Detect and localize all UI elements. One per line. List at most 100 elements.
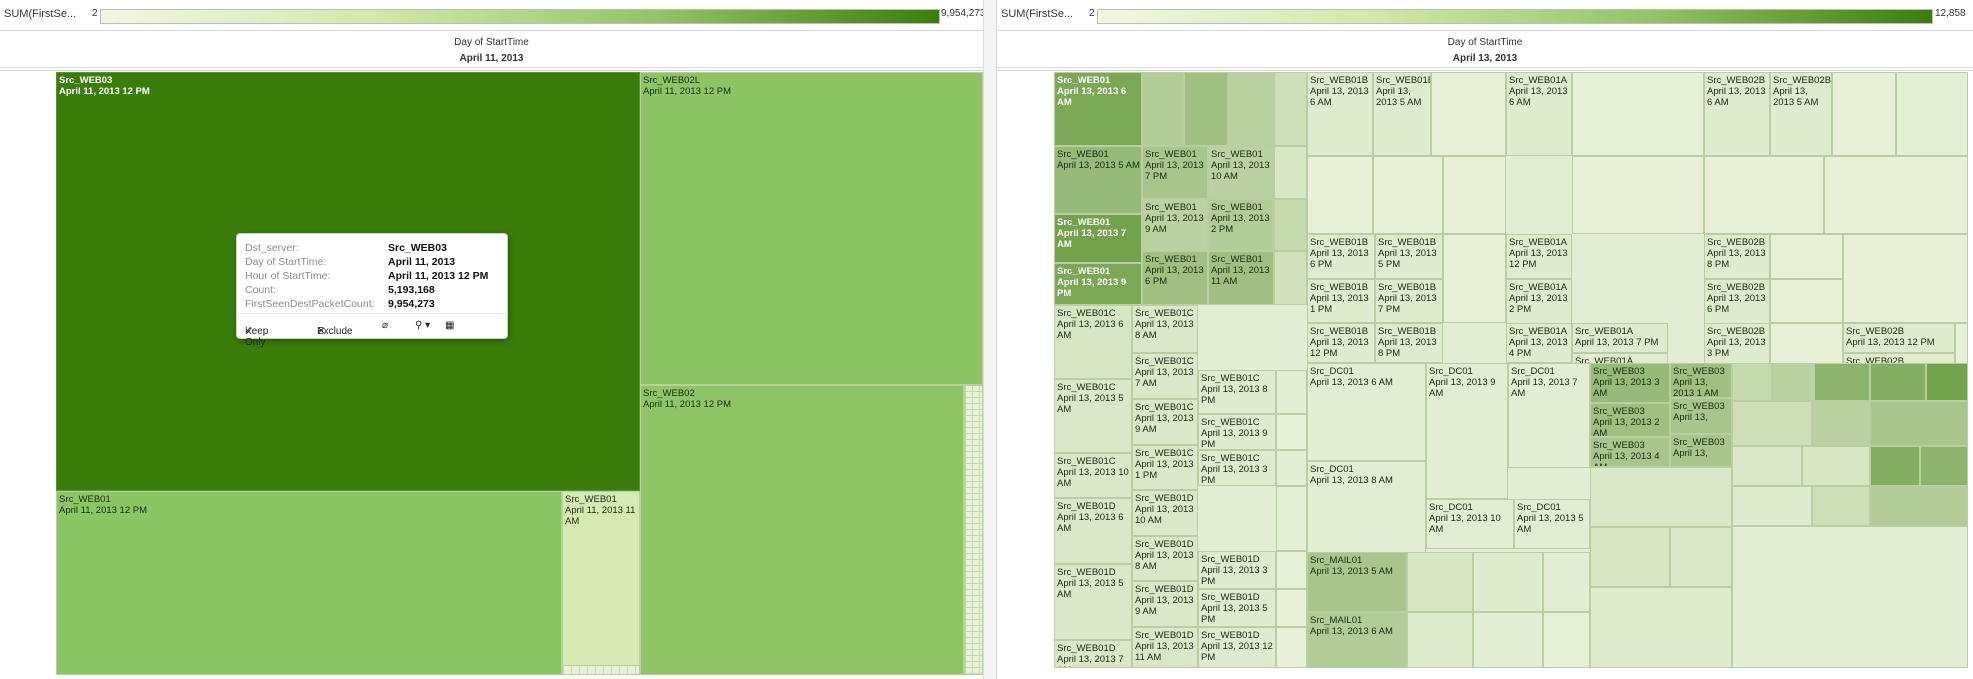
treemap-cell[interactable] <box>1590 587 1732 668</box>
treemap-cell[interactable]: Src_DC01 April 13, 2013 9 AM <box>1426 363 1508 499</box>
treemap-cell[interactable] <box>1926 363 1968 401</box>
treemap-cell[interactable]: Src_WEB01B April 13, 2013 1 PM <box>1307 279 1375 323</box>
treemap-cell[interactable]: Src_WEB01D April 13, 2013 3 PM <box>1198 551 1276 589</box>
treemap-cell[interactable]: Src_WEB01D April 13, 2013 5 AM <box>1054 564 1132 640</box>
treemap-cell[interactable] <box>1276 450 1307 486</box>
treemap-cell[interactable] <box>1276 486 1307 551</box>
paperclip-icon[interactable]: ⌀ <box>382 320 389 331</box>
treemap-cell[interactable] <box>1870 363 1926 401</box>
treemap-cell[interactable] <box>1473 612 1543 668</box>
treemap-cell[interactable]: Src_WEB01B April 13, 2013 6 PM <box>1307 234 1375 279</box>
treemap-cell[interactable] <box>1473 552 1543 612</box>
treemap-cell[interactable] <box>1276 589 1307 627</box>
treemap-cell[interactable] <box>1832 72 1896 156</box>
treemap-cell[interactable]: Src_WEB01D April 13, 2013 11 AM <box>1132 627 1198 668</box>
treemap-cell[interactable]: Src_WEB01B April 13, 2013 8 PM <box>1375 323 1443 363</box>
treemap-cell[interactable] <box>1670 527 1732 587</box>
treemap-cell[interactable] <box>1870 446 1920 486</box>
treemap-cell-web02l-12pm[interactable]: Src_WEB02L April 11, 2013 12 PM <box>640 72 983 385</box>
treemap-cell[interactable]: Src_WEB03 April 13, 2013 1 AM <box>1670 363 1732 398</box>
treemap-cell[interactable] <box>1814 363 1870 401</box>
treemap-cell[interactable]: Src_WEB03 April 13, 2013 4 AM <box>1590 437 1670 467</box>
treemap-cell[interactable] <box>1572 156 1704 234</box>
treemap-cell[interactable] <box>1920 446 1968 486</box>
treemap-cell[interactable] <box>1307 156 1373 234</box>
treemap-cell[interactable] <box>1274 199 1307 251</box>
treemap-cell[interactable]: Src_WEB01 April 13, 2013 2 PM <box>1208 199 1274 251</box>
treemap-cell[interactable]: Src_WEB01 April 13, 2013 11 AM <box>1208 251 1274 305</box>
treemap-cell[interactable] <box>1543 612 1590 668</box>
treemap-cell[interactable]: Src_WEB01A April 13, 2013 12 PM <box>1506 234 1572 279</box>
treemap-cell[interactable]: Src_WEB01D April 13, 2013 5 PM <box>1198 589 1276 627</box>
treemap-cell[interactable]: Src_WEB01B April 13, 2013 7 PM <box>1375 279 1443 323</box>
treemap-cell[interactable]: Src_WEB01 April 13, 2013 9 AM <box>1142 199 1208 251</box>
treemap-cell[interactable]: Src_WEB01C April 13, 2013 8 PM <box>1198 370 1276 414</box>
treemap-cell[interactable] <box>1732 363 1772 401</box>
treemap-cell-web01-12pm[interactable]: Src_WEB01 April 11, 2013 12 PM <box>56 491 562 675</box>
treemap-cell[interactable]: Src_WEB01C April 13, 2013 8 AM <box>1132 305 1198 353</box>
treemap-cell[interactable]: Src_WEB01D April 13, 2013 10 AM <box>1132 490 1198 536</box>
treemap-cell[interactable] <box>1373 156 1443 234</box>
treemap-cell-small-grid[interactable] <box>964 385 983 675</box>
treemap-cell[interactable]: Src_WEB01C April 13, 2013 3 PM <box>1198 450 1276 486</box>
treemap-cell[interactable] <box>1407 552 1473 612</box>
treemap-cell[interactable] <box>1274 251 1307 305</box>
treemap-cell[interactable] <box>1276 551 1307 589</box>
treemap-cell[interactable]: Src_WEB01 April 13, 2013 9 PM <box>1054 263 1142 305</box>
treemap-cell[interactable]: Src_WEB01C April 13, 2013 1 PM <box>1132 445 1198 490</box>
treemap-cell[interactable]: Src_DC01 April 13, 2013 10 AM <box>1426 499 1514 549</box>
treemap-cell[interactable] <box>1590 527 1670 587</box>
view-data-icon[interactable]: ▦ <box>445 320 455 331</box>
treemap-cell[interactable]: Src_WEB01D April 13, 2013 8 AM <box>1132 536 1198 581</box>
treemap-cell[interactable]: Src_WEB01D April 13, 2013 7 AM <box>1054 640 1132 668</box>
treemap-cell[interactable] <box>1443 234 1506 323</box>
treemap-cell[interactable] <box>1812 486 1870 526</box>
treemap-cell[interactable] <box>1274 146 1307 199</box>
treemap-cell[interactable]: Src_WEB01C April 13, 2013 5 AM <box>1054 379 1132 453</box>
treemap-cell[interactable] <box>1896 72 1968 156</box>
treemap-cell[interactable]: Src_WEB03 April 13, 2013 2 AM <box>1590 403 1670 437</box>
treemap-cell[interactable]: Src_WEB01B April 13, 2013 6 AM <box>1307 72 1373 156</box>
treemap-cell[interactable] <box>1407 612 1473 668</box>
treemap-cell[interactable] <box>1812 401 1870 446</box>
treemap-cell[interactable] <box>1276 370 1307 414</box>
treemap-cell[interactable]: Src_WEB01D April 13, 2013 6 AM <box>1054 498 1132 564</box>
treemap-cell[interactable] <box>1704 156 1824 234</box>
treemap-cell[interactable]: Src_WEB01 April 13, 2013 7 AM <box>1054 214 1142 263</box>
treemap-cell[interactable]: Src_WEB03 April 13, <box>1670 398 1732 434</box>
treemap-cell[interactable] <box>1732 526 1968 668</box>
treemap-cell[interactable] <box>1572 72 1704 156</box>
treemap-cell[interactable]: Src_WEB01 April 13, 2013 6 AM <box>1054 72 1142 146</box>
treemap-cell[interactable] <box>1184 72 1228 146</box>
treemap-cell[interactable]: Src_WEB01C April 13, 2013 10 AM <box>1054 453 1132 498</box>
treemap-cell[interactable]: Src_DC01 April 13, 2013 7 AM <box>1508 363 1590 468</box>
treemap-cell[interactable]: Src_WEB01A April 13, 2013 6 AM <box>1506 72 1572 156</box>
treemap-cell[interactable] <box>1732 446 1802 486</box>
treemap-cell[interactable]: Src_MAIL01 April 13, 2013 5 AM <box>1307 552 1407 612</box>
treemap-cell[interactable] <box>1732 486 1812 526</box>
treemap-cell[interactable]: Src_DC01 April 13, 2013 6 AM <box>1307 363 1426 461</box>
treemap-cell-web01-11am[interactable]: Src_WEB01 April 11, 2013 11 AM <box>562 491 640 675</box>
treemap-cell[interactable]: Src_WEB02B April 13, 2013 8 PM <box>1704 234 1770 279</box>
treemap-cell-web02-12pm[interactable]: Src_WEB02 April 11, 2013 12 PM <box>640 385 964 675</box>
group-members-icon[interactable]: ⚲ ▾ <box>415 320 431 331</box>
treemap-cell[interactable]: Src_WEB01B April 13, 2013 5 PM <box>1375 234 1443 279</box>
treemap-cell[interactable] <box>1770 279 1843 323</box>
treemap-cell[interactable] <box>1142 72 1184 146</box>
treemap-cell[interactable]: Src_MAIL01 April 13, 2013 6 AM <box>1307 612 1407 668</box>
treemap-cell[interactable]: Src_WEB01C April 13, 2013 9 PM <box>1198 414 1276 450</box>
treemap-cell[interactable] <box>1276 627 1307 668</box>
treemap-cell[interactable]: Src_WEB01 April 13, 2013 5 AM <box>1054 146 1142 214</box>
treemap-cell[interactable]: Src_WEB01D April 13, 2013 9 AM <box>1132 581 1198 627</box>
treemap-cell[interactable]: Src_WEB02B April 13, 2013 5 AM <box>1770 72 1832 156</box>
treemap-cell[interactable]: Src_DC01 April 13, 2013 5 AM <box>1514 499 1590 549</box>
treemap-cell[interactable] <box>1274 72 1307 146</box>
treemap-cell[interactable] <box>1443 156 1506 234</box>
treemap-cell[interactable]: Src_WEB01 April 13, 2013 6 PM <box>1142 251 1208 305</box>
treemap-cell[interactable]: Src_WEB01B April 13, 2013 5 AM <box>1373 72 1431 156</box>
treemap-cell-small-grid[interactable] <box>562 665 640 675</box>
treemap-cell[interactable]: Src_WEB01 April 13, 2013 10 AM <box>1208 146 1274 199</box>
treemap-cell[interactable] <box>1870 401 1968 446</box>
treemap-cell[interactable] <box>1870 486 1968 526</box>
treemap-cell[interactable] <box>1770 234 1843 279</box>
